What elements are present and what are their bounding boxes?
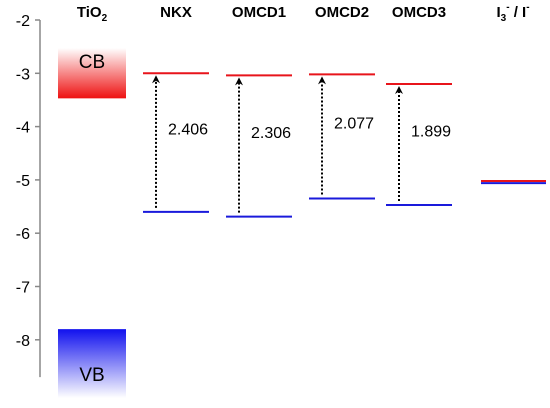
dye-header: OMCD2 [315,4,369,21]
redox-header: I3- / I- [496,2,529,24]
redox-header-sub: 3 [501,13,507,24]
gap-label: 2.077 [334,115,374,132]
cb-label: CB [79,52,105,73]
redox-column: I3- / I- [481,2,546,185]
dye-header: OMCD3 [392,4,446,21]
dye-header: OMCD1 [232,4,286,21]
y-tick-label: -6 [16,226,30,243]
redox-header-sup2: - [526,2,529,13]
tio2-header-sub: 2 [102,13,108,24]
y-tick-label: -4 [16,120,30,137]
tio2-conduction-band [58,48,126,99]
gap-label: 2.406 [168,122,208,139]
tio2-column: CB VB TiO2 [58,4,126,398]
tio2-valence-band [58,329,126,398]
dye-header: NKX [160,4,192,21]
gap-label: 1.899 [411,123,451,140]
y-tick-label: -8 [16,333,30,350]
y-tick-label: -2 [16,13,30,30]
y-tick-label: -5 [16,173,30,190]
y-axis-ticks: -2 -3 -4 -5 -6 -7 -8 [16,13,40,350]
tio2-header: TiO2 [77,4,108,24]
dye-column-omcd2: OMCD2 2.077 [309,4,375,200]
dye-column-omcd3: OMCD3 1.899 [386,4,452,206]
tio2-header-main: TiO [77,4,102,21]
dye-column-omcd1: OMCD1 2.306 [226,4,292,218]
redox-header-sep: / I [510,4,527,21]
dye-column-nkx: NKX 2.406 [143,4,209,213]
vb-label: VB [79,365,104,386]
gap-label: 2.306 [251,125,291,142]
y-tick-label: -3 [16,66,30,83]
redox-header-sup: - [506,2,509,13]
y-tick-label: -7 [16,280,30,297]
dye-columns: NKX 2.406 OMCD1 2.306 OMCD2 2.077 OMCD3 1.899 [143,4,452,218]
redox-header-main: I [496,4,500,21]
